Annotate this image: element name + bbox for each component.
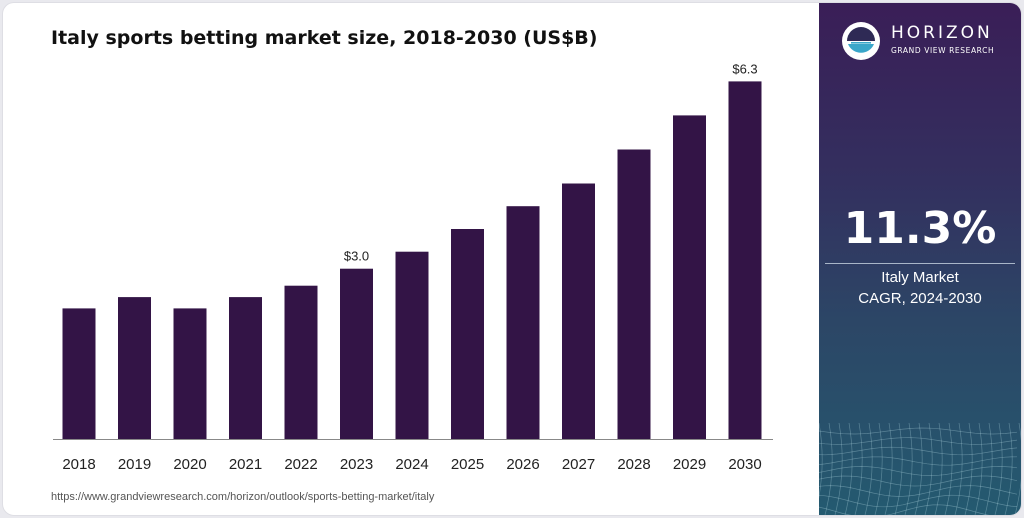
bar-2022	[284, 285, 318, 439]
x-tick-label: 2028	[617, 456, 650, 473]
divider	[825, 263, 1015, 264]
bar-2020	[173, 308, 207, 439]
bar-2029	[673, 115, 706, 440]
bar-2030	[728, 81, 762, 440]
x-tick-label: 2026	[506, 456, 539, 473]
bar-2023	[340, 268, 373, 439]
cagr-label-market: Italy Market	[881, 269, 959, 286]
bar-2024	[395, 251, 429, 439]
sun-over-water-icon	[842, 22, 880, 60]
cagr-label-period: CAGR, 2024-2030	[858, 290, 982, 307]
x-tick-label: 2024	[395, 456, 428, 473]
cagr-panel: HORIZON GRAND VIEW RESEARCH 11.3% Italy …	[819, 3, 1021, 515]
bar-2018	[62, 308, 96, 439]
data-label: $3.0	[344, 249, 369, 264]
x-tick-label: 2029	[673, 456, 706, 473]
horizon-logo[interactable]: HORIZON GRAND VIEW RESEARCH	[841, 21, 1011, 63]
mesh-lines	[819, 423, 1021, 515]
data-label: $6.3	[732, 61, 757, 76]
x-tick-label: 2019	[118, 456, 151, 473]
brand-name: HORIZON	[891, 23, 993, 43]
x-tick-label: 2018	[62, 456, 95, 473]
bar-2027	[562, 183, 595, 439]
bar-2025	[451, 229, 484, 439]
cagr-value: 11.3%	[843, 203, 997, 254]
x-tick-label: 2020	[173, 456, 206, 473]
x-tick-label: 2025	[451, 456, 484, 473]
bar-2021	[229, 297, 262, 439]
x-tick-label: 2022	[284, 456, 317, 473]
bar-2028	[617, 149, 651, 439]
source-url[interactable]: https://www.grandviewresearch.com/horizo…	[51, 491, 435, 503]
x-tick-label: 2023	[340, 456, 373, 473]
wave-mesh-graphic	[819, 423, 1021, 515]
bar-chart: 2018 2019 2020 2021 2022 2023 2024 2025 2026 2027…	[53, 61, 773, 473]
x-tick-label: 2030	[728, 456, 761, 473]
brand-subtitle: GRAND VIEW RESEARCH	[891, 46, 995, 55]
bar-2019	[118, 297, 151, 439]
bar-2026	[506, 206, 540, 439]
chart-title: Italy sports betting market size, 2018-2…	[51, 27, 598, 49]
x-tick-label: 2021	[229, 456, 262, 473]
x-tick-label: 2027	[562, 456, 595, 473]
